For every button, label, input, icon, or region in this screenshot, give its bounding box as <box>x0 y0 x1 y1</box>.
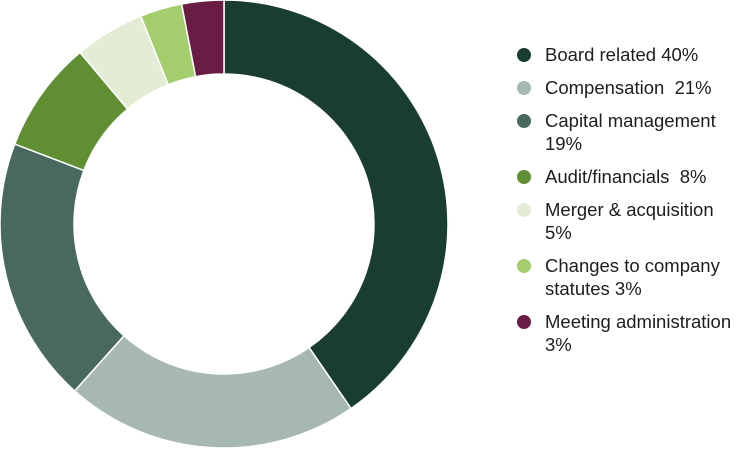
legend-item: Meeting administration 3% <box>517 310 745 356</box>
legend-swatch <box>517 170 531 184</box>
donut-slice-capital-management <box>0 143 126 392</box>
chart-legend: Board related 40% Compensation 21% Capital… <box>517 43 745 366</box>
legend-swatch <box>517 81 531 95</box>
legend-swatch <box>517 48 531 62</box>
legend-label: Compensation 21% <box>545 77 712 98</box>
donut-slice-board-related <box>223 0 449 410</box>
legend-label: Capital management 19% <box>545 110 721 154</box>
legend-item: Changes to company statutes 3% <box>517 254 745 300</box>
donut-slice-compensation <box>73 334 353 449</box>
legend-item: Merger & acquisition 5% <box>517 198 745 244</box>
legend-swatch <box>517 203 531 217</box>
legend-item: Board related 40% <box>517 43 745 66</box>
legend-item: Compensation 21% <box>517 76 745 99</box>
legend-swatch <box>517 315 531 329</box>
legend-label: Merger & acquisition 5% <box>545 199 719 243</box>
legend-label: Audit/financials 8% <box>545 166 707 187</box>
donut-slice-meeting-administration <box>180 0 225 78</box>
legend-label: Changes to company statutes 3% <box>545 255 725 299</box>
legend-label: Board related 40% <box>545 44 699 65</box>
legend-item: Capital management 19% <box>517 109 745 155</box>
legend-swatch <box>517 259 531 273</box>
legend-swatch <box>517 114 531 128</box>
legend-label: Meeting administration 3% <box>545 311 737 355</box>
legend-item: Audit/financials 8% <box>517 165 745 188</box>
